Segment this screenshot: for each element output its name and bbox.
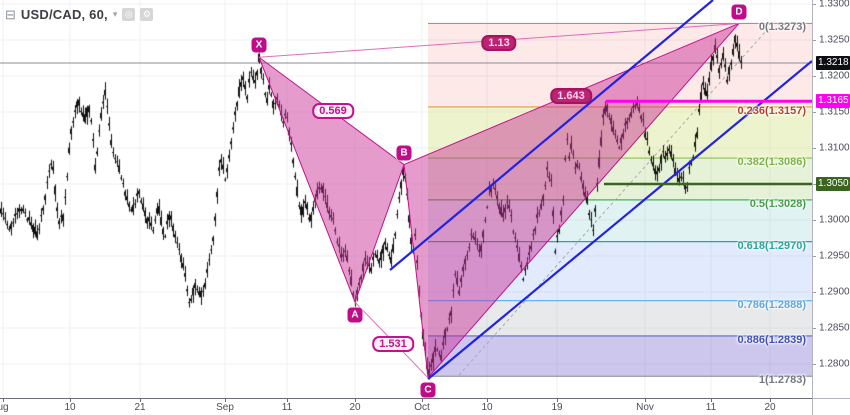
price-axis-label: 1.2950 xyxy=(819,250,850,262)
time-axis-label: Oct xyxy=(414,402,430,413)
time-axis-tick xyxy=(711,399,712,402)
time-axis-tick xyxy=(287,399,288,402)
time-axis-tick xyxy=(770,399,771,402)
magenta-ray-price-badge: 1.3165 xyxy=(816,94,850,109)
symbol-title[interactable]: USD/CAD, 60, xyxy=(20,7,108,22)
gear-icon[interactable]: ⚙ xyxy=(140,8,154,21)
price-axis-tick xyxy=(813,76,816,77)
time-axis-tick xyxy=(422,399,423,402)
price-axis-tick xyxy=(813,364,816,365)
time-axis[interactable]: ug 10 21 Sep 11 20 Oct 10 19 Nov 11 20 xyxy=(0,398,812,415)
time-axis-label: 10 xyxy=(481,402,493,413)
price-axis-tick xyxy=(813,220,816,221)
time-axis-label: 20 xyxy=(349,402,361,413)
axis-corner xyxy=(812,398,850,415)
green-ray-price-badge: 1.3050 xyxy=(816,177,850,191)
price-axis-label: 1.2900 xyxy=(819,286,850,298)
pattern-point-C[interactable]: C xyxy=(420,382,436,398)
caret-down-icon[interactable]: ▾ xyxy=(112,9,118,19)
price-axis-label: 1.3000 xyxy=(819,214,850,226)
time-axis-label: 11 xyxy=(705,402,717,413)
pattern-line-ac[interactable] xyxy=(354,301,429,379)
time-axis-label: Nov xyxy=(636,402,654,413)
price-axis-tick xyxy=(813,256,816,257)
price-axis-tick xyxy=(813,112,816,113)
time-axis-tick xyxy=(645,399,646,402)
time-axis-tick xyxy=(487,399,488,402)
price-axis-tick xyxy=(813,40,816,41)
price-axis-label: 1.3200 xyxy=(819,70,850,82)
time-axis-tick xyxy=(3,399,4,402)
price-axis-label: 1.2800 xyxy=(819,358,850,370)
time-axis-label: Sep xyxy=(216,402,234,413)
current-price-badge: 1.3218 xyxy=(816,56,850,71)
collapse-legend-icon[interactable]: ⊟ xyxy=(5,7,16,22)
candlestick-series[interactable] xyxy=(0,0,812,398)
pattern-line-xd[interactable] xyxy=(258,22,740,58)
price-axis-tick xyxy=(813,148,816,149)
time-axis-label: 10 xyxy=(64,402,76,413)
time-axis-label: 20 xyxy=(764,402,776,413)
price-axis-label: 1.3100 xyxy=(819,142,850,154)
price-axis-label: 1.3300 xyxy=(819,0,850,10)
pattern-point-B[interactable]: B xyxy=(396,145,412,161)
pattern-point-X[interactable]: X xyxy=(251,37,267,53)
trendline-upper[interactable] xyxy=(389,0,714,271)
time-axis-tick xyxy=(70,399,71,402)
time-axis-tick xyxy=(140,399,141,402)
price-axis-tick xyxy=(813,328,816,329)
time-axis-tick xyxy=(225,399,226,402)
chart-plot-area[interactable]: 0(1.3273) 0.236(1.3157) 0.382(1.3086) 0.5(1… xyxy=(0,0,812,398)
xabcd-triangle-xab[interactable] xyxy=(257,55,405,304)
price-axis-tick xyxy=(813,184,816,185)
price-axis[interactable]: 1.3300 1.3250 1.3200 1.3150 1.3100 1.3050 1.30… xyxy=(812,0,850,398)
chart-drawings-layer xyxy=(257,0,812,380)
time-axis-label: 19 xyxy=(551,402,563,413)
time-axis-tick xyxy=(355,399,356,402)
time-axis-label: 21 xyxy=(134,402,146,413)
symbol-legend: ⊟ USD/CAD, 60, ▾ ◎ ⚙ xyxy=(5,7,154,22)
xabcd-triangle-bcd[interactable] xyxy=(403,22,740,379)
time-axis-label: 11 xyxy=(281,402,293,413)
trendline-lower[interactable] xyxy=(427,60,812,380)
price-axis-tick xyxy=(813,4,816,5)
pattern-point-A[interactable]: A xyxy=(347,307,363,323)
eye-icon[interactable]: ◎ xyxy=(122,8,136,21)
time-axis-tick xyxy=(557,399,558,402)
price-axis-label: 1.3150 xyxy=(819,106,850,118)
time-axis-label: ug xyxy=(0,402,9,413)
price-axis-tick xyxy=(813,292,816,293)
price-axis-label: 1.2850 xyxy=(819,322,850,334)
price-axis-label: 1.3250 xyxy=(819,34,850,46)
pattern-point-D[interactable]: D xyxy=(731,4,747,20)
